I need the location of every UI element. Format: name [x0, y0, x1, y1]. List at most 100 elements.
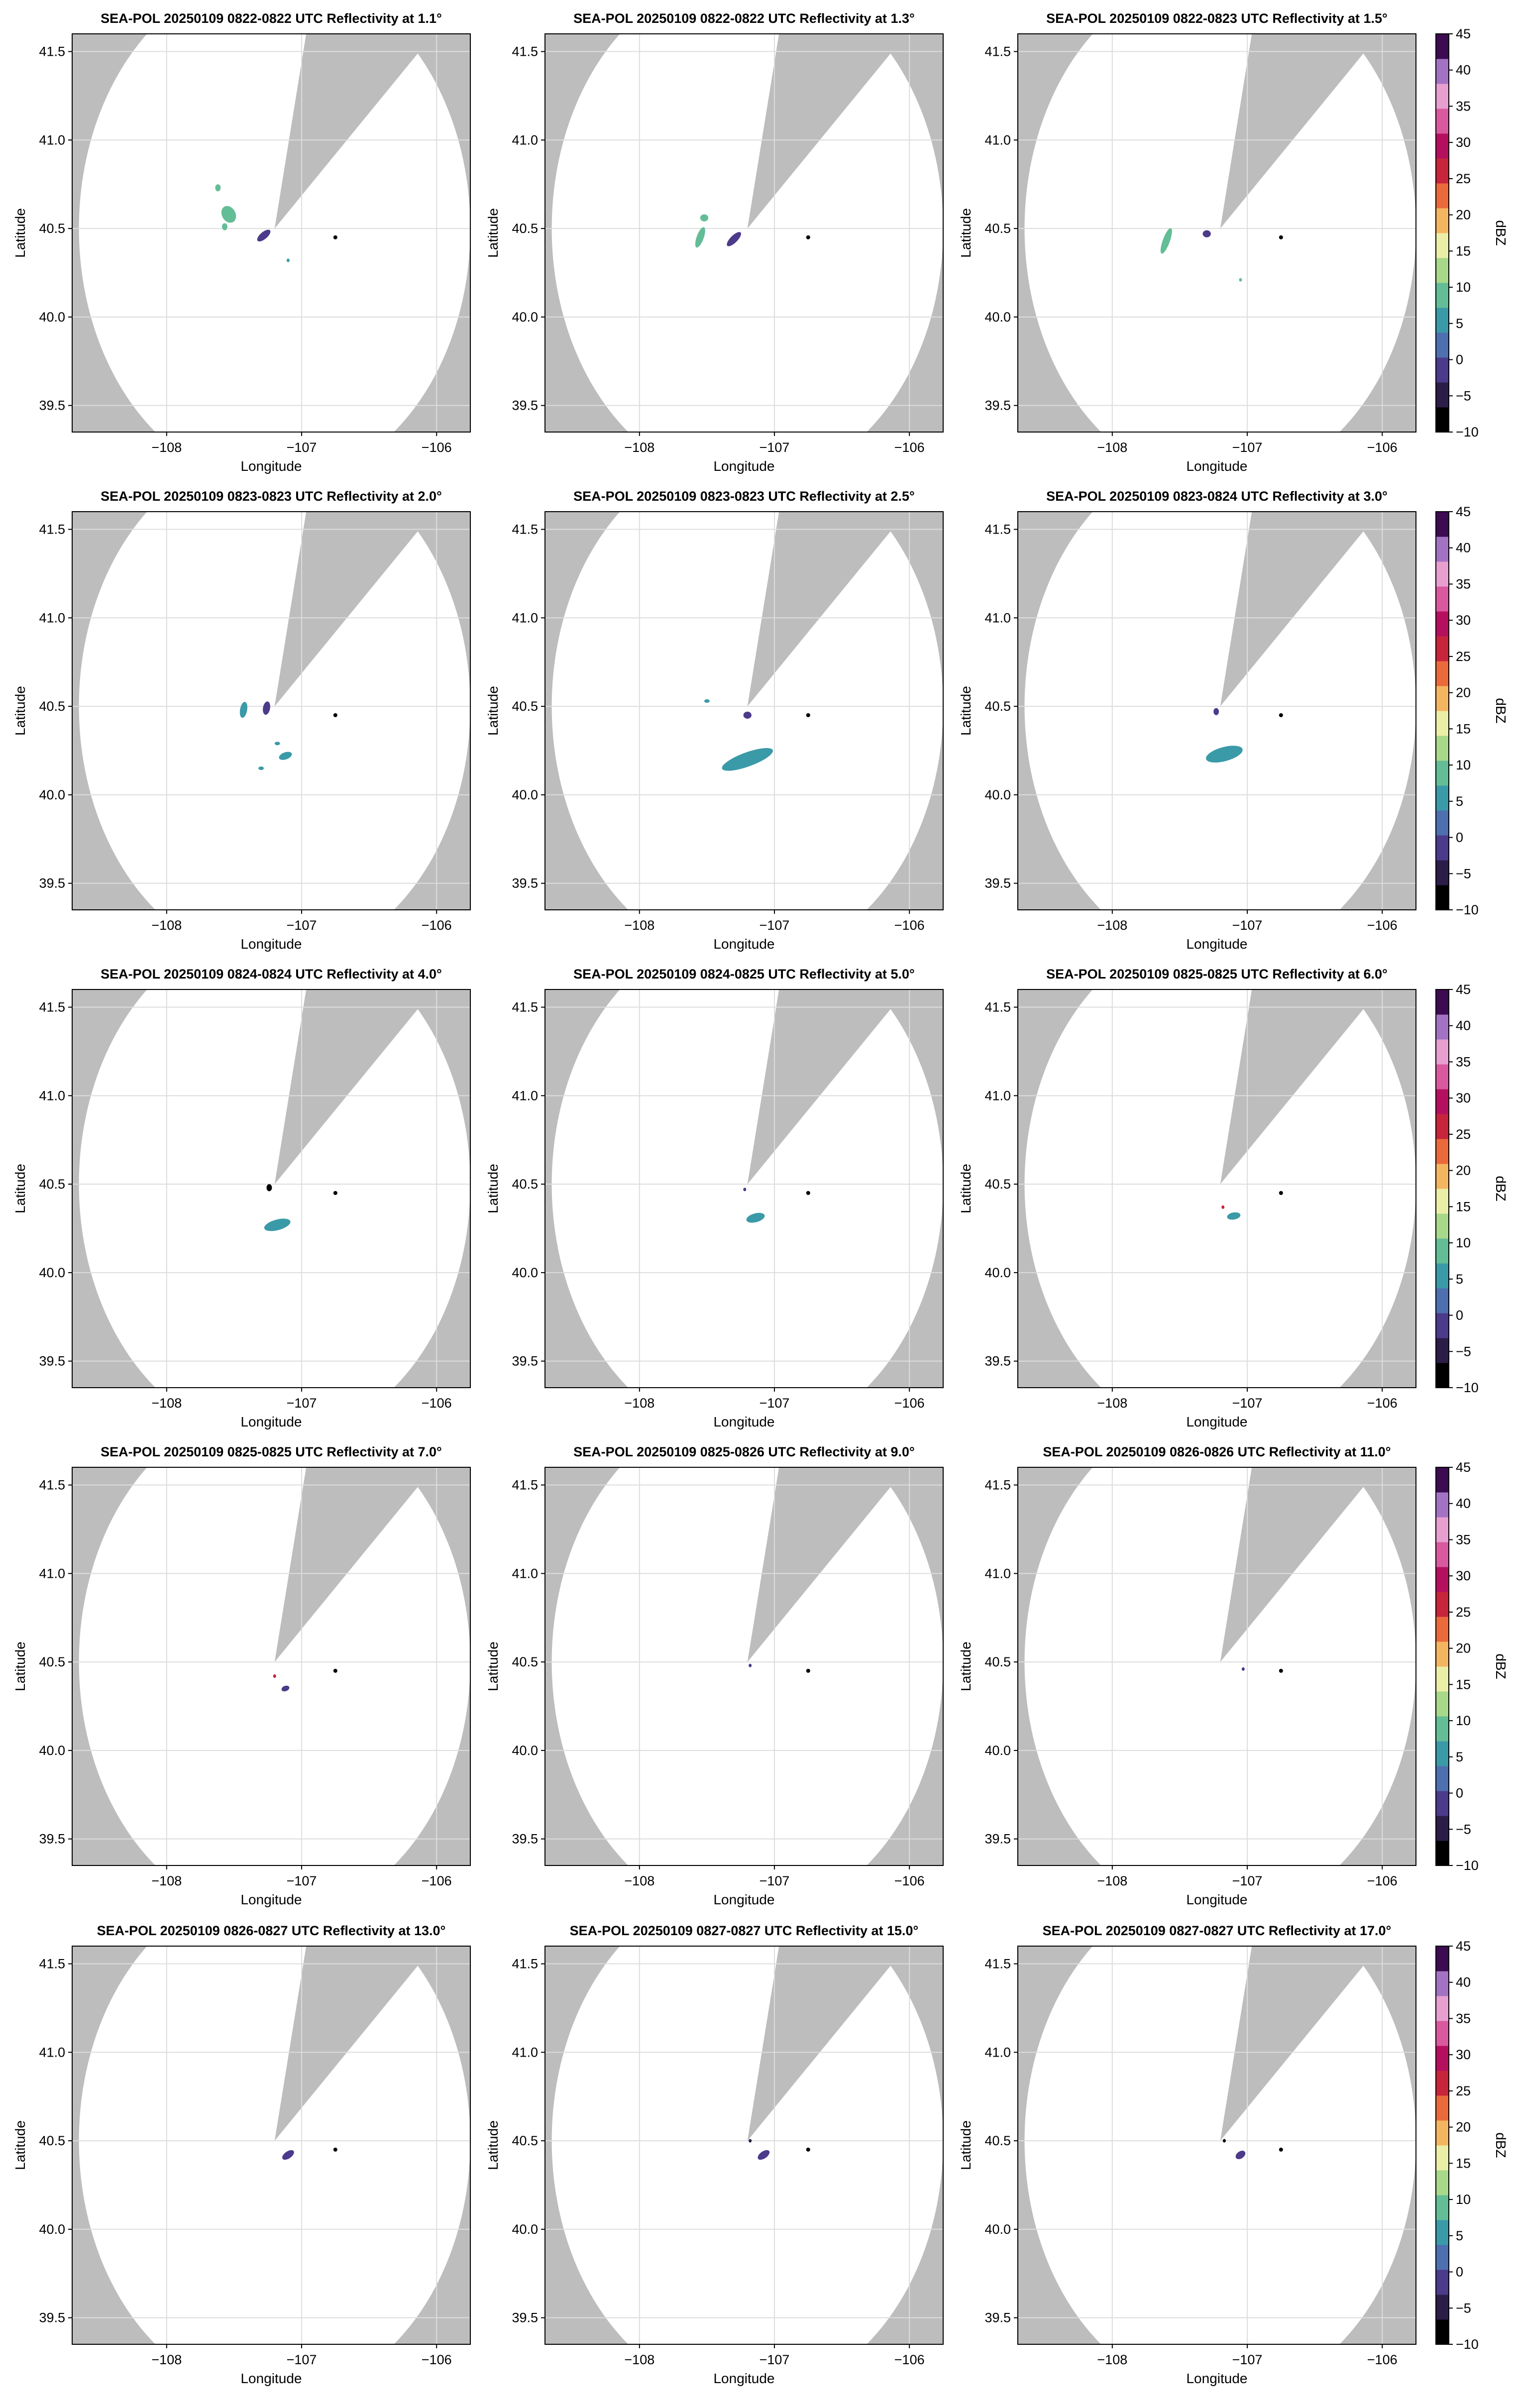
panel-title: SEA-POL 20250109 0825-0825 UTC Reflectiv… — [1046, 967, 1388, 982]
radar-coverage — [1024, 1467, 1416, 1865]
colorbar-frame — [1435, 33, 1449, 433]
x-axis-label: Longitude — [713, 1892, 774, 1907]
x-tick-label: −106 — [1367, 918, 1398, 933]
plot-area — [1018, 512, 1416, 910]
panel-11: SEA-POL 20250109 0825-0826 UTC Reflectiv… — [485, 1444, 944, 1907]
x-tick-label: −107 — [287, 440, 317, 455]
colorbar-tick-label: −5 — [1456, 866, 1471, 881]
panel-12: SEA-POL 20250109 0826-0826 UTC Reflectiv… — [958, 1444, 1416, 1907]
colorbar-segment — [1436, 2220, 1449, 2245]
y-tick-label: 39.5 — [512, 398, 538, 413]
y-axis-label: Latitude — [485, 1642, 501, 1691]
reflectivity-echo — [1202, 230, 1211, 237]
colorbar-tick-label: 15 — [1456, 2156, 1471, 2171]
reflectivity-echo — [279, 752, 292, 760]
radar-coverage — [551, 512, 943, 910]
colorbar-tick-label: −5 — [1456, 1344, 1471, 1359]
radar-coverage — [1024, 989, 1416, 1388]
radar-coverage — [551, 989, 943, 1388]
panel-2: SEA-POL 20250109 0822-0822 UTC Reflectiv… — [485, 11, 944, 474]
colorbar-segment — [1436, 860, 1449, 885]
y-tick-label: 40.0 — [512, 310, 538, 325]
site-marker — [333, 1191, 337, 1195]
reflectivity-echo — [700, 214, 709, 221]
x-tick-label: −108 — [1097, 1396, 1127, 1411]
panel-13: SEA-POL 20250109 0826-0827 UTC Reflectiv… — [12, 1923, 471, 2386]
y-tick-label: 40.0 — [512, 1743, 538, 1758]
reflectivity-echo — [222, 223, 227, 230]
colorbar-segment — [1436, 2195, 1449, 2220]
y-tick-label: 40.5 — [512, 699, 538, 714]
y-tick-label: 40.0 — [512, 787, 538, 802]
colorbar-segment — [1436, 1139, 1449, 1164]
y-tick-label: 41.5 — [39, 1957, 65, 1971]
colorbar-segment — [1436, 2245, 1449, 2270]
colorbar-segment — [1436, 133, 1449, 159]
colorbar-tick-label: −10 — [1456, 2337, 1479, 2352]
y-tick-label: 41.5 — [512, 1000, 538, 1015]
colorbar-tick-label: 15 — [1456, 1199, 1471, 1214]
colorbar-segment — [1436, 233, 1449, 258]
colorbar-tick-label: 5 — [1456, 316, 1463, 331]
x-tick-label: −107 — [1232, 918, 1263, 933]
colorbar-segment — [1436, 1816, 1449, 1841]
x-tick-label: −106 — [422, 1396, 452, 1411]
colorbar-segment — [1436, 686, 1449, 711]
colorbar-segment — [1436, 1263, 1449, 1289]
axes-frame — [544, 989, 944, 1388]
y-tick-label: 41.5 — [512, 1957, 538, 1971]
colorbar-segment — [1436, 636, 1449, 661]
reflectivity-echo — [749, 2139, 752, 2143]
reflectivity-echo — [758, 2150, 770, 2160]
y-tick-label: 39.5 — [39, 398, 65, 413]
x-tick-label: −107 — [1232, 2352, 1263, 2367]
y-tick-label: 40.0 — [984, 2222, 1011, 2237]
panel-title: SEA-POL 20250109 0822-0822 UTC Reflectiv… — [101, 11, 442, 26]
y-tick-label: 41.0 — [39, 132, 65, 147]
colorbar-segment — [1436, 1089, 1449, 1114]
x-tick-label: −106 — [1367, 1873, 1398, 1888]
y-tick-label: 39.5 — [39, 2310, 65, 2325]
reflectivity-echo — [1213, 708, 1219, 715]
colorbar-tick-label: 30 — [1456, 1568, 1471, 1583]
x-axis-label: Longitude — [240, 1892, 302, 1907]
colorbar-segment — [1436, 1791, 1449, 1816]
y-tick-label: 41.0 — [512, 1088, 538, 1103]
colorbar-segment — [1436, 1313, 1449, 1338]
colorbar-tick-label: 40 — [1456, 1496, 1471, 1511]
y-axis-label: Latitude — [12, 1164, 28, 1213]
colorbar-segment — [1436, 1642, 1449, 1667]
colorbar-segment — [1436, 308, 1449, 333]
x-tick-label: −108 — [624, 440, 654, 455]
colorbar-2: 45 40 35 30 25 20 15 10 5 0 −5 −10 dBZ — [1435, 504, 1509, 917]
colorbar-label: dBZ — [1493, 220, 1509, 245]
colorbar-segment — [1436, 332, 1449, 358]
colorbar-segment — [1436, 258, 1449, 283]
y-tick-label: 39.5 — [512, 2310, 538, 2325]
colorbar-tick-label: 5 — [1456, 794, 1463, 809]
plot-area — [1018, 989, 1416, 1388]
colorbar-label: dBZ — [1493, 698, 1509, 723]
y-tick-label: 41.0 — [984, 132, 1011, 147]
colorbar-tick-label: 20 — [1456, 1163, 1471, 1178]
panel-3: SEA-POL 20250109 0822-0823 UTC Reflectiv… — [958, 11, 1416, 474]
colorbar-tick-label: −10 — [1456, 425, 1479, 439]
colorbar-tick-label: 45 — [1456, 26, 1471, 41]
x-tick-label: −107 — [287, 1396, 317, 1411]
y-tick-label: 40.5 — [39, 2133, 65, 2148]
colorbar-tick-label: 0 — [1456, 352, 1463, 367]
colorbar-tick-label: 40 — [1456, 1018, 1471, 1033]
x-tick-label: −108 — [624, 918, 654, 933]
y-tick-label: 40.0 — [39, 310, 65, 325]
colorbar-segment — [1436, 1114, 1449, 1139]
colorbar-segment — [1436, 661, 1449, 686]
colorbar-segment — [1436, 1617, 1449, 1642]
reflectivity-echo — [1222, 2139, 1226, 2143]
plot-area — [72, 989, 470, 1388]
y-axis-label: Latitude — [485, 2120, 501, 2170]
y-tick-label: 40.5 — [984, 221, 1011, 236]
plot-area — [545, 512, 943, 910]
colorbar-segment — [1436, 586, 1449, 612]
plot-area — [1018, 1467, 1416, 1865]
x-axis-label: Longitude — [713, 458, 774, 474]
